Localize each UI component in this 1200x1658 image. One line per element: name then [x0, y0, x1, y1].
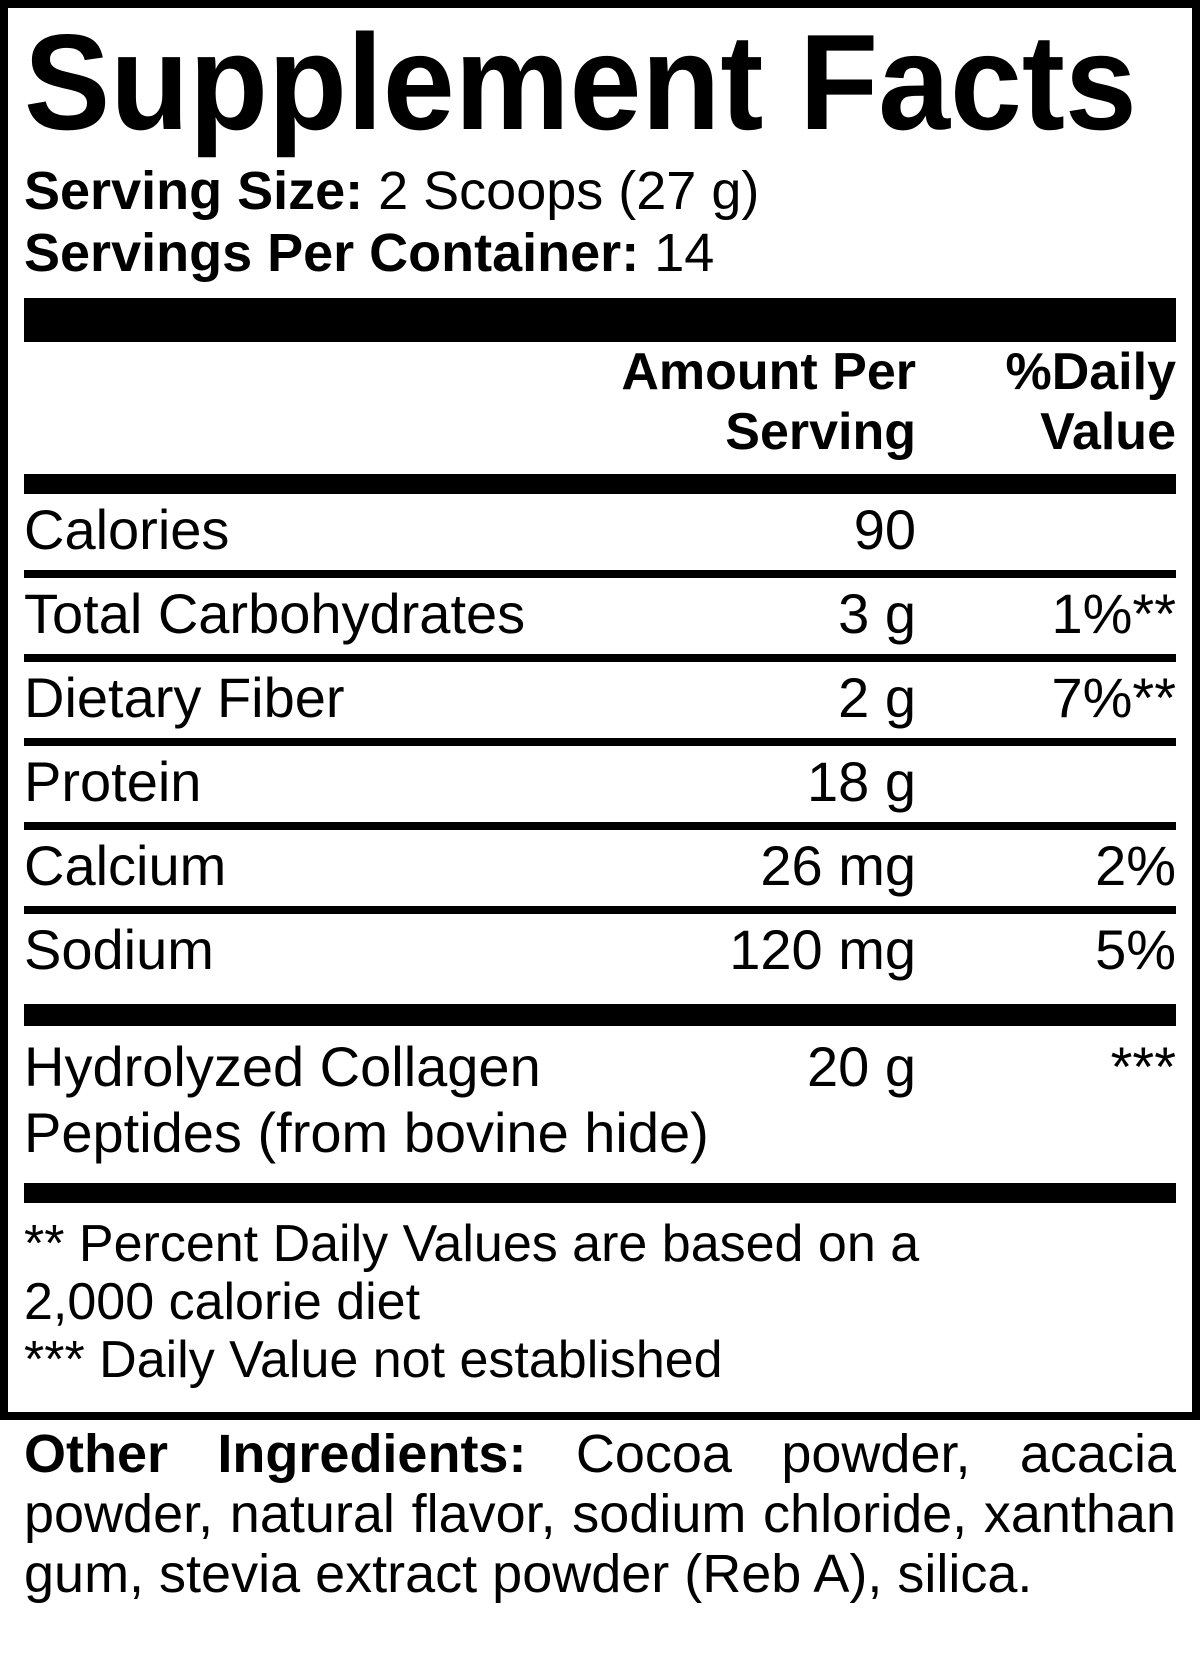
nutrient-amount: 90 [853, 498, 916, 561]
serving-size-value: 2 Scoops (27 g) [378, 161, 760, 221]
nutrient-amount: 20 g [807, 1035, 916, 1098]
servings-per-container-line: Servings Per Container: 14 [24, 222, 1176, 284]
footnote-daily-values-line2: 2,000 calorie diet [24, 1273, 421, 1331]
table-row-dietary-fiber: Dietary Fiber 2 g 7%** [24, 662, 1176, 738]
row-divider [24, 822, 1176, 830]
row-divider [24, 906, 1176, 914]
nutrient-name: Hydrolyzed Collagen Peptides (from bovin… [24, 1035, 709, 1164]
other-ingredients-label: Other Ingredients: [24, 1424, 527, 1484]
thick-divider-header [24, 474, 1176, 494]
footnote-dv-not-established: *** Daily Value not established [24, 1331, 723, 1389]
footnote-daily-values-line1: ** Percent Daily Values are based on a [24, 1215, 920, 1273]
table-row-sodium: Sodium 120 mg 5% [24, 914, 1176, 990]
other-ingredients-text: Cocoa powder, acacia powder, natural fla… [24, 1424, 1176, 1604]
row-divider [24, 654, 1176, 662]
servings-per-container-label: Servings Per Container: [24, 223, 640, 283]
nutrient-dv: 1%** [1051, 582, 1176, 645]
nutrient-amount: 3 g [838, 582, 916, 645]
thick-divider-bottom [24, 1183, 1176, 1203]
table-row-hydrolyzed-collagen: Hydrolyzed Collagen Peptides (from bovin… [24, 1026, 1176, 1166]
nutrient-dv: 7%** [1051, 666, 1176, 729]
serving-size-label: Serving Size: [24, 161, 364, 221]
supplement-facts-panel: Supplement Facts Serving Size: 2 Scoops … [0, 0, 1200, 1420]
thick-divider-middle [24, 1004, 1176, 1026]
nutrient-amount: 120 mg [729, 918, 916, 981]
serving-size-line: Serving Size: 2 Scoops (27 g) [24, 160, 1176, 222]
nutrient-dv: 2% [1095, 834, 1176, 897]
footnotes: ** Percent Daily Values are based on a 2… [24, 1215, 1176, 1389]
header-spacer [24, 342, 621, 462]
column-header-row: Amount Per Serving %Daily Value [24, 342, 1176, 462]
servings-per-container-value: 14 [654, 223, 715, 283]
daily-value-header: %Daily Value [1005, 343, 1176, 461]
nutrient-name: Dietary Fiber [24, 666, 345, 729]
table-row-total-carbohydrates: Total Carbohydrates 3 g 1%** [24, 578, 1176, 654]
panel-title: Supplement Facts [24, 6, 1137, 158]
table-row-calories: Calories 90 [24, 494, 1176, 570]
nutrient-name: Sodium [24, 918, 214, 981]
other-ingredients: Other Ingredients: Cocoa powder, acacia … [24, 1424, 1176, 1604]
thick-divider-top [24, 298, 1176, 342]
table-row-calcium: Calcium 26 mg 2% [24, 830, 1176, 906]
nutrient-amount: 26 mg [760, 834, 916, 897]
nutrient-name: Calcium [24, 834, 227, 897]
serving-info: Serving Size: 2 Scoops (27 g) Servings P… [24, 160, 1176, 284]
nutrient-name: Calories [24, 498, 230, 561]
nutrient-dv: 5% [1095, 918, 1176, 981]
row-divider [24, 738, 1176, 746]
nutrient-amount: 2 g [838, 666, 916, 729]
row-divider [24, 570, 1176, 578]
nutrient-amount: 18 g [807, 750, 916, 813]
amount-per-serving-header: Amount Per Serving [621, 343, 916, 461]
nutrient-name: Protein [24, 750, 202, 813]
table-row-protein: Protein 18 g [24, 746, 1176, 822]
nutrient-name: Total Carbohydrates [24, 582, 526, 645]
nutrient-dv: *** [1110, 1035, 1176, 1098]
